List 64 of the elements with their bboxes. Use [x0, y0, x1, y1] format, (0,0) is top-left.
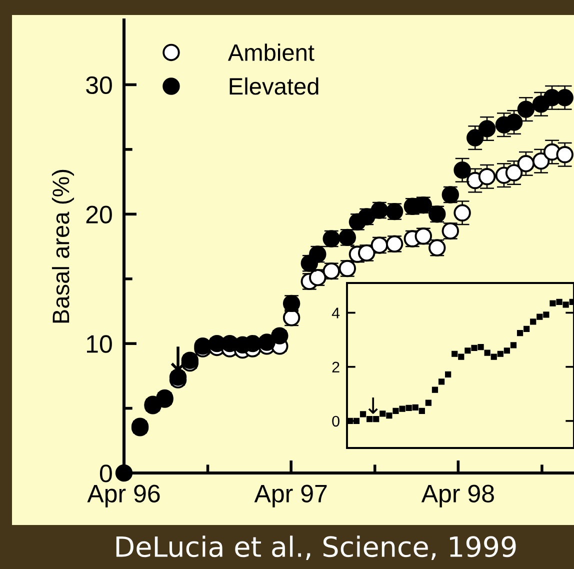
- point: [373, 416, 380, 422]
- point: [569, 298, 574, 305]
- point: [353, 418, 360, 424]
- point: [556, 298, 562, 305]
- point: [536, 314, 543, 320]
- point: [392, 408, 399, 414]
- point: [360, 411, 366, 418]
- point: [466, 129, 484, 146]
- text: DeLucia et al., Science, 1999: [116, 536, 516, 560]
- point: [484, 350, 490, 356]
- y-tick-label: 20: [86, 206, 112, 224]
- x-tick-label: Apr 97: [254, 484, 327, 508]
- point: [550, 300, 556, 306]
- point: [556, 146, 574, 164]
- point: [458, 354, 464, 360]
- point: [418, 408, 425, 414]
- y-tick-label: 30: [86, 76, 112, 94]
- point: [530, 318, 536, 325]
- point: [490, 354, 497, 360]
- point: [543, 312, 550, 318]
- legend-label: Elevated: [230, 77, 318, 95]
- point: [497, 350, 504, 357]
- point: [432, 386, 438, 393]
- point: [399, 406, 406, 412]
- point: [454, 162, 471, 179]
- point: [562, 302, 569, 308]
- point: [452, 350, 458, 357]
- point: [517, 100, 535, 118]
- point: [505, 164, 523, 182]
- point: [505, 114, 523, 131]
- point: [454, 204, 471, 222]
- y-tick-label: 2: [332, 362, 340, 372]
- point: [504, 348, 510, 354]
- y-axis-title: Basal area (%): [52, 170, 74, 323]
- point: [271, 327, 288, 344]
- point: [445, 371, 452, 378]
- legend-label: Ambient: [228, 44, 314, 61]
- annotation: ↓: [368, 398, 378, 414]
- y-tick-label: 0: [332, 416, 340, 427]
- y-tick-label: 0: [100, 464, 112, 482]
- point: [516, 330, 524, 336]
- point: [510, 342, 517, 348]
- point: [438, 378, 445, 385]
- point: [406, 404, 412, 412]
- point: [478, 344, 484, 350]
- y-tick-label: 4: [332, 308, 340, 318]
- point: [478, 168, 496, 186]
- point: [532, 152, 550, 170]
- point: [366, 416, 373, 422]
- point: [386, 412, 392, 419]
- point: [425, 400, 432, 406]
- point: [471, 344, 478, 351]
- x-tick-label: Apr 98: [421, 484, 494, 508]
- point: [464, 348, 471, 354]
- point: [412, 404, 418, 410]
- point: [556, 89, 574, 106]
- point: [346, 418, 354, 424]
- point: [115, 464, 133, 482]
- point: [478, 120, 496, 138]
- point: [524, 326, 530, 332]
- x-tick-label: Apr 96: [87, 484, 160, 508]
- point: [380, 410, 386, 417]
- point: [517, 155, 535, 172]
- y-tick-label: 10: [86, 335, 112, 353]
